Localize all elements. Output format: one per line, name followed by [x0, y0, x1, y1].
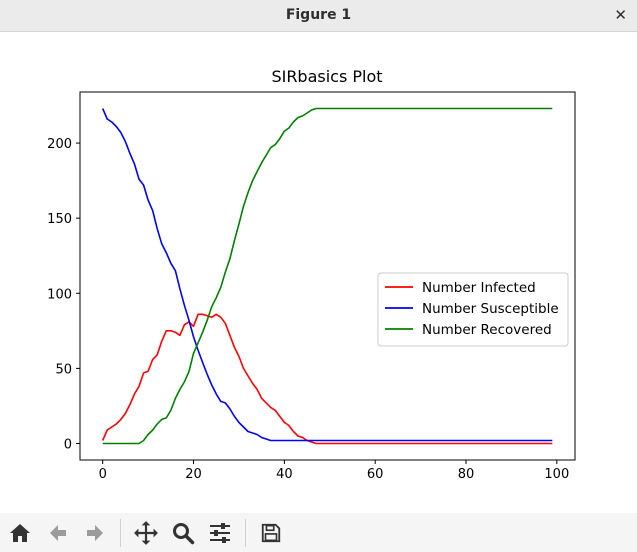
pan-button[interactable] — [131, 518, 161, 548]
x-tick-label: 20 — [185, 467, 202, 482]
toolbar-separator — [245, 519, 246, 547]
back-button[interactable] — [43, 518, 73, 548]
forward-button[interactable] — [80, 518, 110, 548]
series-line-0 — [101, 313, 553, 445]
legend-label-0: Number Infected — [422, 280, 536, 296]
home-button[interactable] — [5, 518, 35, 548]
y-tick-label: 0 — [64, 437, 72, 452]
save-button[interactable] — [256, 518, 286, 548]
forward-arrow-icon — [87, 525, 103, 541]
series-line-1 — [101, 108, 553, 442]
plot-frame — [79, 91, 576, 461]
configure-subplots-icon — [210, 523, 230, 543]
close-icon[interactable]: ✕ — [614, 6, 627, 24]
legend-label-1: Number Susceptible — [422, 301, 559, 317]
window-title: Figure 1 — [285, 7, 352, 23]
toolbar — [0, 513, 637, 552]
configure-subplots-button[interactable] — [205, 518, 235, 548]
y-tick-label: 50 — [55, 362, 72, 377]
pan-icon — [134, 521, 158, 545]
y-tick-label: 150 — [47, 212, 72, 227]
chart-title: SIRbasics Plot — [271, 67, 382, 86]
back-arrow-icon — [50, 525, 66, 541]
legend: Number Infected Number Susceptible Number … — [377, 272, 569, 347]
x-tick-label: 100 — [544, 467, 569, 482]
save-icon — [261, 523, 281, 543]
x-tick-label: 0 — [99, 467, 107, 482]
chart: SIRbasics Plot 0 20 40 60 80 100050100150200 … — [47, 67, 576, 482]
y-tick-label: 100 — [47, 287, 72, 302]
x-tick-label: 60 — [367, 467, 384, 482]
series-line-2 — [102, 107, 553, 445]
toolbar-separator — [120, 519, 121, 547]
plot-lines — [101, 107, 553, 445]
legend-box — [377, 272, 569, 347]
x-tick-label: 80 — [458, 467, 475, 482]
axes: 0 20 40 60 80 100 0 50 100 150 200 — [47, 91, 576, 482]
zoom-button[interactable] — [168, 518, 198, 548]
home-icon — [10, 524, 30, 542]
x-tick-label: 40 — [276, 467, 293, 482]
figure-canvas: SIRbasics Plot 0 20 40 60 80 100 0 50 100 150 200 … — [0, 32, 637, 513]
title-bar: Figure 1 ✕ — [0, 0, 637, 32]
legend-label-2: Number Recovered — [422, 322, 552, 338]
y-tick-label: 200 — [47, 137, 72, 152]
zoom-icon — [173, 523, 195, 545]
